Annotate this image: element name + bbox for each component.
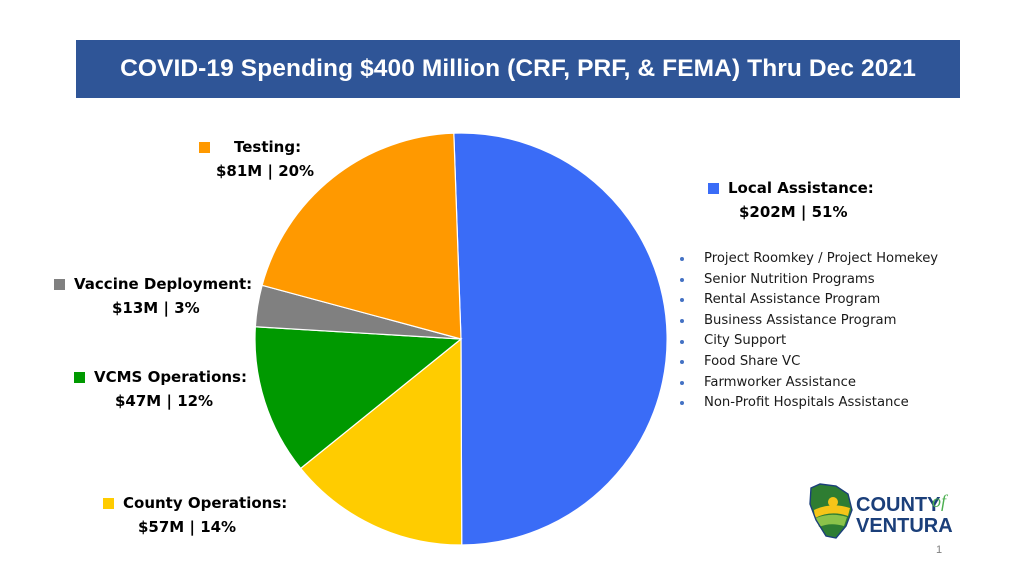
- label-vcms-operations: VCMS Operations: $47M | 12%: [74, 368, 247, 410]
- list-item: Senior Nutrition Programs: [680, 270, 938, 291]
- label-testing-percent: 20%: [278, 162, 315, 180]
- bullet-dot: [680, 380, 684, 385]
- page-title: COVID-19 Spending $400 Million (CRF, PRF…: [120, 55, 916, 82]
- label-county-operations-name: County Operations:: [123, 494, 288, 512]
- label-local-assistance-amount: $202M: [739, 203, 796, 221]
- local-assistance-list: Project Roomkey / Project Homekey Senior…: [680, 249, 938, 414]
- label-county-operations-percent: 14%: [200, 518, 237, 536]
- bullet-dot: [680, 277, 684, 282]
- pie-slice-testing: [261, 132, 462, 340]
- pie-slice-local-assistance: [453, 132, 668, 546]
- logo-ventura-text: VENTURA: [856, 515, 953, 537]
- label-vcms-operations-amount: $47M: [115, 392, 162, 410]
- label-county-operations: County Operations: $57M | 14%: [103, 494, 287, 536]
- label-vaccine-deployment-percent: 3%: [174, 299, 200, 317]
- label-testing-name: Testing:: [234, 138, 302, 156]
- bullet-dot: [680, 360, 684, 365]
- label-vaccine-deployment: Vaccine Deployment: $13M | 3%: [54, 275, 252, 317]
- legend-swatch-vaccine-deployment: [54, 278, 65, 290]
- label-local-assistance-name: Local Assistance:: [728, 179, 874, 197]
- logo-county-text: COUNTY: [856, 494, 941, 516]
- label-vaccine-deployment-name: Vaccine Deployment:: [74, 275, 253, 293]
- label-testing-amount: $81M: [216, 162, 263, 180]
- legend-swatch-local-assistance: [708, 182, 719, 194]
- county-of-ventura-logo: COUNTY of VENTURA: [809, 483, 953, 539]
- label-vcms-operations-percent: 12%: [177, 392, 214, 410]
- list-item: Rental Assistance Program: [680, 290, 938, 311]
- pie-slice-vcms-operations: [254, 326, 463, 470]
- bullet-dot: [680, 401, 684, 406]
- title-banner: COVID-19 Spending $400 Million (CRF, PRF…: [76, 40, 960, 98]
- label-local-assistance-percent: 51%: [811, 203, 848, 221]
- label-county-operations-amount: $57M: [138, 518, 185, 536]
- bullet-dot: [680, 298, 684, 303]
- label-local-assistance: Local Assistance: $202M | 51%: [708, 179, 874, 221]
- list-item: Non-Profit Hospitals Assistance: [680, 393, 938, 414]
- list-item: Food Share VC: [680, 352, 938, 373]
- list-item: City Support: [680, 331, 938, 352]
- pie-slice-county-operations: [299, 337, 463, 546]
- label-vcms-operations-name: VCMS Operations:: [94, 368, 247, 386]
- page-number: 1: [936, 544, 943, 556]
- legend-swatch-vcms-operations: [74, 371, 85, 383]
- logo-of-text: of: [932, 491, 949, 511]
- list-item: Business Assistance Program: [680, 311, 938, 332]
- legend-swatch-testing: [199, 141, 210, 153]
- list-item: Project Roomkey / Project Homekey: [680, 249, 938, 270]
- label-vaccine-deployment-amount: $13M: [112, 299, 159, 317]
- legend-swatch-county-operations: [103, 497, 114, 509]
- list-item: Farmworker Assistance: [680, 373, 938, 394]
- bullet-dot: [680, 339, 684, 344]
- label-testing: Testing: $81M | 20%: [199, 138, 314, 180]
- bullet-dot: [680, 319, 684, 324]
- bullet-dot: [680, 257, 684, 262]
